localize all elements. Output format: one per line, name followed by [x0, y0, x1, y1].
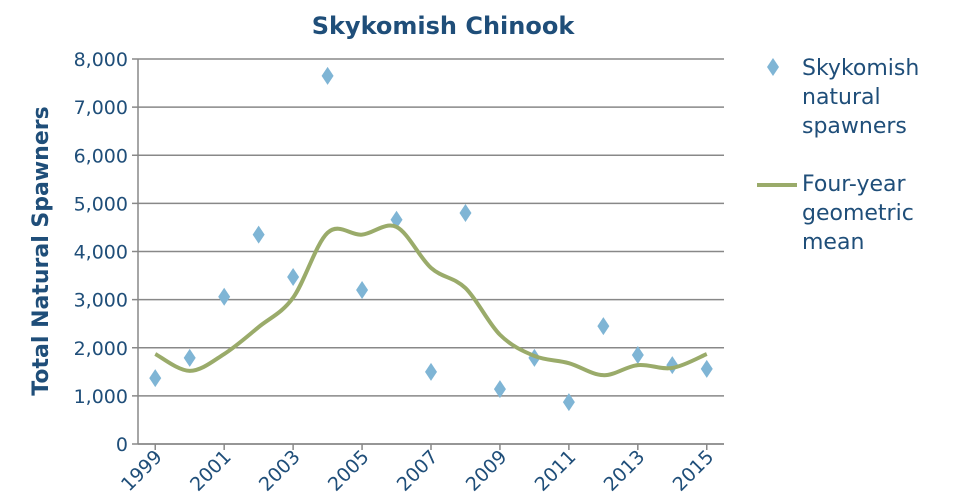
- x-tick-label: 2007: [393, 446, 443, 496]
- y-tick-label: 7,000: [74, 97, 128, 119]
- data-point: [562, 393, 575, 412]
- data-point: [252, 225, 265, 244]
- x-tick-label: 2001: [186, 446, 236, 496]
- data-point: [356, 281, 369, 299]
- data-point: [597, 317, 610, 336]
- y-tick-label: 5,000: [74, 193, 128, 215]
- y-tick-label: 6,000: [74, 145, 128, 167]
- data-point: [287, 268, 300, 287]
- mean-line: [154, 223, 708, 378]
- data-point: [321, 66, 334, 85]
- x-tick-label: 2013: [600, 446, 650, 496]
- x-tick-label: 2009: [462, 446, 512, 496]
- y-tick-label: 1,000: [74, 386, 128, 408]
- legend-label: Skykomish natural spawners: [802, 56, 920, 139]
- x-tick-label: 2011: [531, 446, 581, 496]
- data-point: [218, 287, 231, 306]
- legend-label: Four-year geometric mean: [802, 172, 914, 255]
- data-point: [149, 369, 162, 388]
- data-point: [425, 362, 437, 381]
- data-point: [493, 380, 506, 399]
- data-point: [459, 204, 472, 222]
- legend-marker: [767, 58, 779, 76]
- y-tick-label: 8,000: [74, 49, 128, 71]
- x-tick-label: 2015: [669, 446, 719, 496]
- y-tick-label: 2,000: [74, 338, 128, 360]
- y-axis-title: Total Natural Spawners: [29, 106, 54, 395]
- data-point: [631, 345, 644, 364]
- y-tick-label: 3,000: [74, 290, 128, 312]
- data-point: [183, 348, 196, 367]
- chart-title: Skykomish Chinook: [312, 12, 576, 40]
- x-tick-label: 2003: [255, 446, 305, 496]
- y-tick-label: 4,000: [74, 242, 128, 264]
- y-tick-label: 0: [116, 434, 128, 456]
- data-point: [700, 359, 713, 378]
- x-tick-label: 2005: [324, 446, 374, 496]
